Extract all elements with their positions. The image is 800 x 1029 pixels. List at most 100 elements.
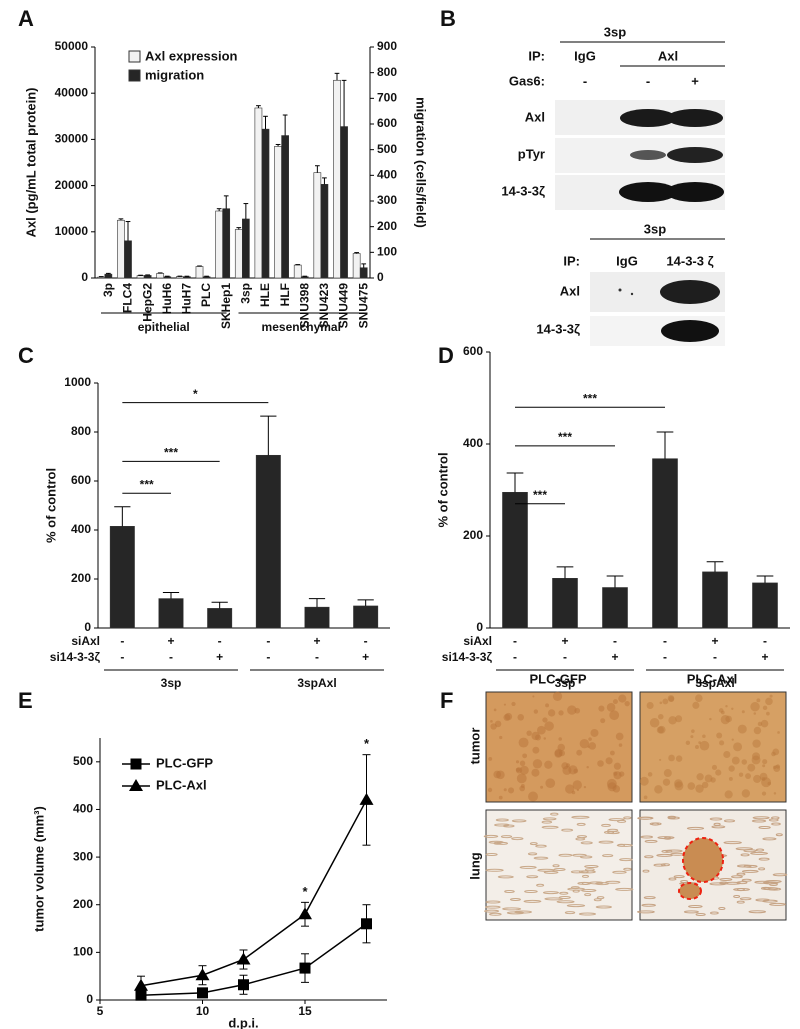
texture: [711, 825, 726, 829]
treatment: -: [646, 73, 650, 88]
texture: [642, 869, 650, 873]
texture: [659, 758, 662, 761]
texture: [587, 745, 590, 748]
texture: [709, 882, 727, 886]
texture: [699, 740, 710, 751]
texture: [552, 864, 560, 868]
texture: [580, 841, 593, 845]
texture: [511, 701, 516, 707]
texture: [751, 819, 767, 823]
texture: [542, 817, 557, 821]
texture: [485, 900, 501, 904]
y2-tick-label: 900: [377, 39, 397, 53]
texture: [701, 781, 709, 789]
texture: [762, 759, 768, 765]
marker: [238, 979, 249, 991]
condition-name: siAxl: [71, 634, 100, 648]
group-label: mesenchymal: [262, 320, 341, 334]
texture: [515, 760, 520, 764]
texture: [570, 870, 584, 874]
significance-label: ***: [583, 391, 597, 405]
texture: [605, 880, 621, 884]
texture: [485, 905, 501, 909]
condition-value: -: [613, 634, 617, 648]
texture: [759, 772, 768, 781]
condition-value: +: [313, 634, 320, 648]
blot-image: [590, 272, 725, 346]
texture: [542, 717, 548, 723]
texture: [524, 890, 538, 894]
texture: [769, 694, 773, 698]
texture: [519, 865, 537, 869]
texture: [731, 707, 734, 711]
texture: [615, 887, 634, 891]
bar: [255, 454, 281, 629]
condition-value: +: [611, 650, 618, 664]
tumor-nodule: [682, 837, 724, 883]
bar: [156, 273, 165, 279]
y-tick-label: 200: [71, 571, 91, 585]
texture: [656, 726, 664, 734]
texture: [570, 886, 580, 890]
condition-value: -: [218, 634, 222, 648]
texture: [519, 765, 529, 775]
texture: [662, 698, 669, 705]
ip: IgG: [616, 253, 638, 268]
legend-label: Axl expression: [145, 48, 238, 63]
texture: [572, 889, 580, 893]
x-tick-label: SNU449: [337, 283, 351, 329]
y2-tick-label: 400: [377, 168, 397, 182]
texture: [723, 841, 742, 845]
texture: [554, 749, 563, 758]
texture: [565, 784, 575, 794]
texture: [698, 741, 702, 745]
texture: [500, 835, 513, 839]
significance-label: ***: [164, 446, 178, 460]
texture: [533, 709, 539, 714]
texture: [667, 816, 680, 820]
texture: [762, 705, 768, 711]
bar: [340, 126, 348, 279]
panel-label: D: [438, 343, 454, 368]
texture: [613, 762, 621, 770]
cell-line: 3sp: [604, 24, 626, 39]
texture: [612, 870, 627, 874]
texture: [638, 816, 654, 820]
texture: [740, 853, 750, 857]
y-tick-label: 200: [73, 897, 93, 911]
y-tick-label: 200: [463, 528, 483, 542]
y-tick-label: 10000: [55, 224, 89, 238]
bar: [222, 208, 231, 279]
marker: [134, 978, 148, 991]
texture: [578, 912, 597, 916]
texture: [769, 902, 786, 906]
texture: [499, 735, 503, 740]
y-tick-label: 40000: [55, 85, 89, 99]
texture: [687, 782, 696, 790]
bar: [124, 240, 132, 279]
texture: [741, 878, 752, 882]
texture: [488, 912, 502, 916]
marker: [299, 962, 311, 974]
texture: [752, 739, 761, 748]
bar: [353, 605, 379, 629]
texture: [758, 826, 771, 830]
texture: [576, 822, 586, 826]
texture: [572, 853, 587, 857]
texture: [600, 718, 606, 724]
texture: [506, 911, 525, 915]
texture: [741, 869, 759, 873]
texture: [771, 822, 781, 826]
texture: [731, 738, 734, 741]
bar: [359, 267, 368, 279]
texture: [516, 773, 527, 784]
texture: [485, 868, 504, 872]
texture: [533, 856, 549, 860]
legend-swatch: [128, 50, 141, 63]
texture: [643, 795, 648, 800]
texture: [753, 726, 762, 735]
texture: [528, 791, 538, 802]
texture: [765, 697, 773, 706]
y-tick-label: 50000: [55, 39, 89, 53]
texture: [709, 817, 723, 821]
